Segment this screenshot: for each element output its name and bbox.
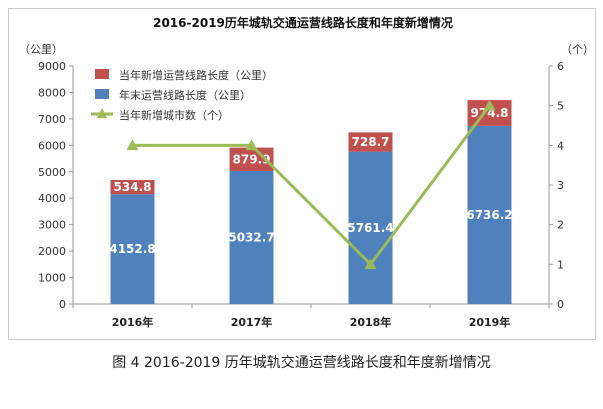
y-right-tick-label: 3 — [557, 179, 564, 192]
x-tick-label: 2017年 — [231, 315, 273, 329]
line-series — [126, 99, 496, 270]
bars: 4152.8534.85032.7879.95761.4728.76736.29… — [109, 100, 513, 305]
y-left-tick-label: 9000 — [38, 60, 66, 73]
y-left-tick-label: 8000 — [38, 86, 66, 99]
y-left-tick-label: 1000 — [38, 272, 66, 285]
y-right-tick-label: 1 — [557, 258, 564, 271]
y-left-tick-label: 3000 — [38, 219, 66, 232]
bar-year-end-label: 5032.7 — [228, 230, 274, 244]
legend-label: 年末运营线路长度（公里） — [119, 88, 251, 102]
legend-label: 当年新增城市数（个） — [119, 108, 229, 122]
new-cities-point — [245, 139, 258, 151]
bar-new-length — [348, 132, 393, 152]
y-left-unit: （公里） — [19, 43, 63, 56]
x-tick-label: 2019年 — [469, 315, 511, 329]
y-right-tick-label: 0 — [557, 298, 564, 311]
legend: 当年新增运营线路长度（公里） 年末运营线路长度（公里） 当年新增城市数（个） — [91, 68, 273, 122]
legend-swatch — [95, 69, 109, 79]
bar-year-end-label: 6736.2 — [466, 208, 512, 222]
new-cities-point — [483, 99, 496, 111]
bar-year-end-length — [348, 151, 393, 304]
y-right-tick-label: 5 — [557, 100, 564, 113]
legend-label: 当年新增运营线路长度（公里） — [119, 68, 273, 82]
y-right-tick-label: 2 — [557, 219, 564, 232]
chart-title: 2016-2019历年城轨交通运营线路长度和年度新增情况 — [153, 15, 453, 30]
y-left-tick-label: 4000 — [38, 192, 66, 205]
bar-new-length — [229, 147, 274, 171]
y-right-tick-label: 4 — [557, 139, 564, 152]
new-cities-line — [132, 104, 491, 267]
figure-caption: 图 4 2016-2019 历年城轨交通运营线路长度和年度新增情况 — [112, 355, 491, 371]
bar-year-end-length — [467, 125, 512, 305]
bar-year-end-label: 4152.8 — [109, 242, 155, 256]
bar-new-length — [110, 180, 155, 195]
chart-svg: 2016-2019历年城轨交通运营线路长度和年度新增情况 （公里） （个） 0 1… — [19, 15, 594, 329]
y-left-tick-label: 6000 — [38, 139, 66, 152]
y-left-tick-label: 7000 — [38, 113, 66, 126]
bar-new-label: 534.8 — [114, 180, 152, 194]
x-tick-label: 2018年 — [350, 315, 392, 329]
y-right-unit: （个） — [561, 43, 594, 56]
bar-year-end-length — [110, 194, 155, 304]
bar-new-label: 728.7 — [352, 135, 390, 149]
x-tick-label: 2016年 — [112, 315, 154, 329]
new-cities-point — [364, 258, 377, 270]
bar-year-end-length — [229, 170, 274, 304]
bar-year-end-label: 5761.4 — [347, 221, 393, 235]
legend-marker — [97, 108, 107, 118]
y-left-tick-label: 2000 — [38, 245, 66, 258]
legend-swatch — [95, 89, 109, 99]
y-left-tick-label: 0 — [59, 298, 66, 311]
new-cities-point — [126, 139, 139, 151]
axes: 0 1000 2000 3000 4000 5000 6000 7000 8000 9000 0 1 2… — [38, 60, 564, 329]
y-left-tick-label: 5000 — [38, 166, 66, 179]
chart-frame: 2016-2019历年城轨交通运营线路长度和年度新增情况 （公里） （个） 0 1… — [8, 8, 596, 340]
y-right-tick-label: 6 — [557, 60, 564, 73]
